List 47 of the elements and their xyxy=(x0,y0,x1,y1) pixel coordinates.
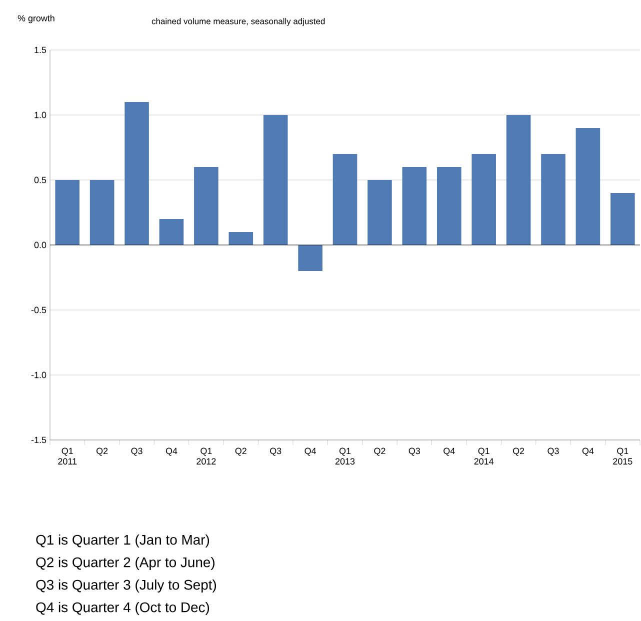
text: Q4 is Quarter 4 (Oct to Dec) xyxy=(36,602,210,615)
bar xyxy=(610,192,635,245)
bar xyxy=(368,180,392,245)
x-tick-label: Q3 xyxy=(408,448,420,456)
bar xyxy=(576,128,600,245)
y-tick-label: 0.5 xyxy=(34,176,46,184)
y-tick-label: -1.5 xyxy=(31,436,46,444)
y-axis-title: % growth xyxy=(18,14,54,24)
bar xyxy=(541,154,566,245)
x-tick-label: Q4 xyxy=(166,448,178,456)
x-tick-label: Q1 2015 xyxy=(613,448,632,465)
x-tick-label: Q1 2013 xyxy=(335,448,355,465)
x-tick-label: Q3 xyxy=(270,448,282,456)
x-tick-label: Q1 2014 xyxy=(474,448,494,465)
bar xyxy=(194,166,218,245)
x-tick-label: Q4 xyxy=(444,448,455,456)
y-tick-label: -1.0 xyxy=(31,372,46,378)
x-tick-label: Q2 xyxy=(96,448,108,456)
bar xyxy=(55,180,80,245)
y-tick-label: 0.0 xyxy=(34,242,46,248)
x-tick-label: Q1 2012 xyxy=(196,448,216,465)
bar xyxy=(506,114,531,245)
x-tick-label: Q3 xyxy=(131,448,142,456)
bar xyxy=(90,180,114,245)
x-tick-label: Q3 xyxy=(548,448,559,456)
bar xyxy=(159,218,184,245)
x-tick-label: Q4 xyxy=(304,448,316,456)
bar xyxy=(332,154,358,245)
text: Q2 is Quarter 2 (Apr to June) xyxy=(36,556,214,570)
x-tick-label: Q2 xyxy=(374,448,386,456)
y-tick-label: 1.0 xyxy=(34,112,46,118)
bar xyxy=(436,166,462,245)
bar xyxy=(402,166,427,245)
x-tick-label: Q4 xyxy=(582,448,594,456)
x-tick-label: Q1 2011 xyxy=(58,448,77,465)
y-tick-label: -0.5 xyxy=(31,306,46,314)
bar xyxy=(298,244,322,271)
bar xyxy=(263,114,288,245)
x-tick-label: Q2 xyxy=(512,448,524,456)
y-tick-label: 1.5 xyxy=(34,46,46,54)
x-tick-label: Q2 xyxy=(235,448,246,456)
text: Q1 is Quarter 1 (Jan to Mar) xyxy=(36,534,210,548)
chart-subtitle: chained volume measure, seasonally adjusted xyxy=(152,18,325,26)
bar xyxy=(228,232,254,245)
text: Q3 is Quarter 3 (July to Sept) xyxy=(36,579,216,592)
bar xyxy=(472,154,496,245)
bar xyxy=(124,102,149,245)
